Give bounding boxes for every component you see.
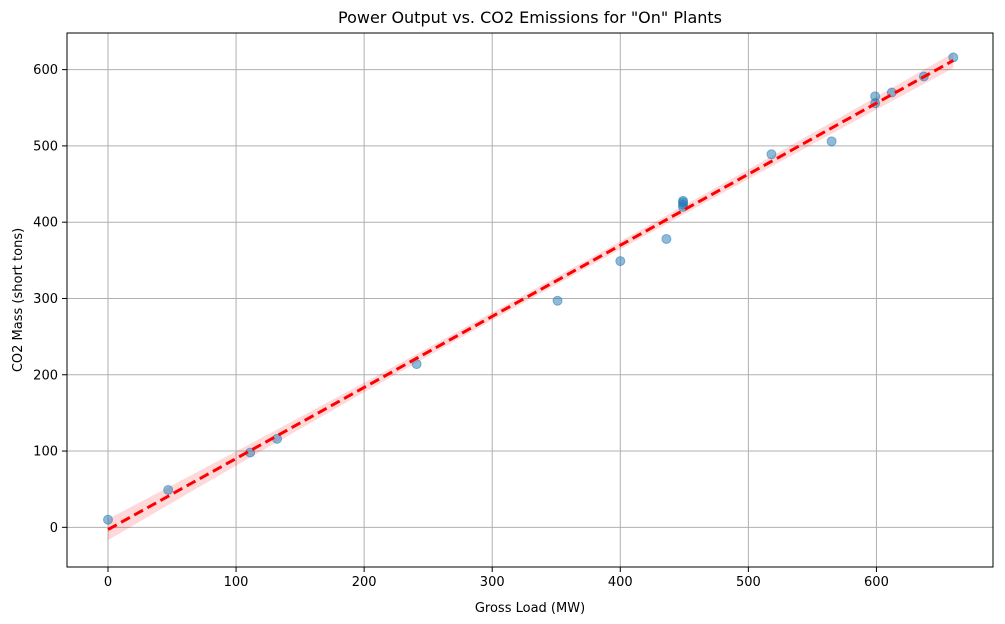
x-axis-ticks: 0 100 200 300 400 500 600 [104,567,889,590]
x-tick-label: 400 [608,575,633,590]
data-point [826,136,837,147]
grid-lines [67,33,993,567]
y-tick-label: 400 [33,216,58,231]
y-tick-label: 500 [33,139,58,154]
x-tick-label: 500 [736,575,761,590]
y-tick-label: 100 [33,445,58,460]
data-point [870,91,881,102]
x-tick-label: 0 [104,575,112,590]
data-point [766,149,777,160]
regression-line-group [107,59,955,531]
data-point [163,484,174,495]
y-tick-label: 300 [33,292,58,307]
plot-frame [66,32,994,568]
x-tick-label: 100 [224,575,249,590]
x-tick-label: 600 [864,575,889,590]
y-axis-ticks: 0 100 200 300 400 500 600 [33,63,67,536]
x-axis-label: Gross Load (MW) [475,601,585,616]
y-tick-label: 200 [33,368,58,383]
x-tick-label: 300 [480,575,505,590]
y-tick-label: 0 [50,521,58,536]
data-point [102,514,113,525]
regression-line [107,59,955,531]
y-axis-label: CO2 Mass (short tons) [11,228,26,372]
y-tick-label: 600 [33,63,58,78]
data-point [552,295,563,306]
data-point [615,256,626,267]
chart-title: Power Output vs. CO2 Emissions for "On" … [338,8,722,27]
data-points [102,52,959,525]
data-point [678,195,689,206]
x-tick-label: 200 [352,575,377,590]
data-point [661,233,672,244]
